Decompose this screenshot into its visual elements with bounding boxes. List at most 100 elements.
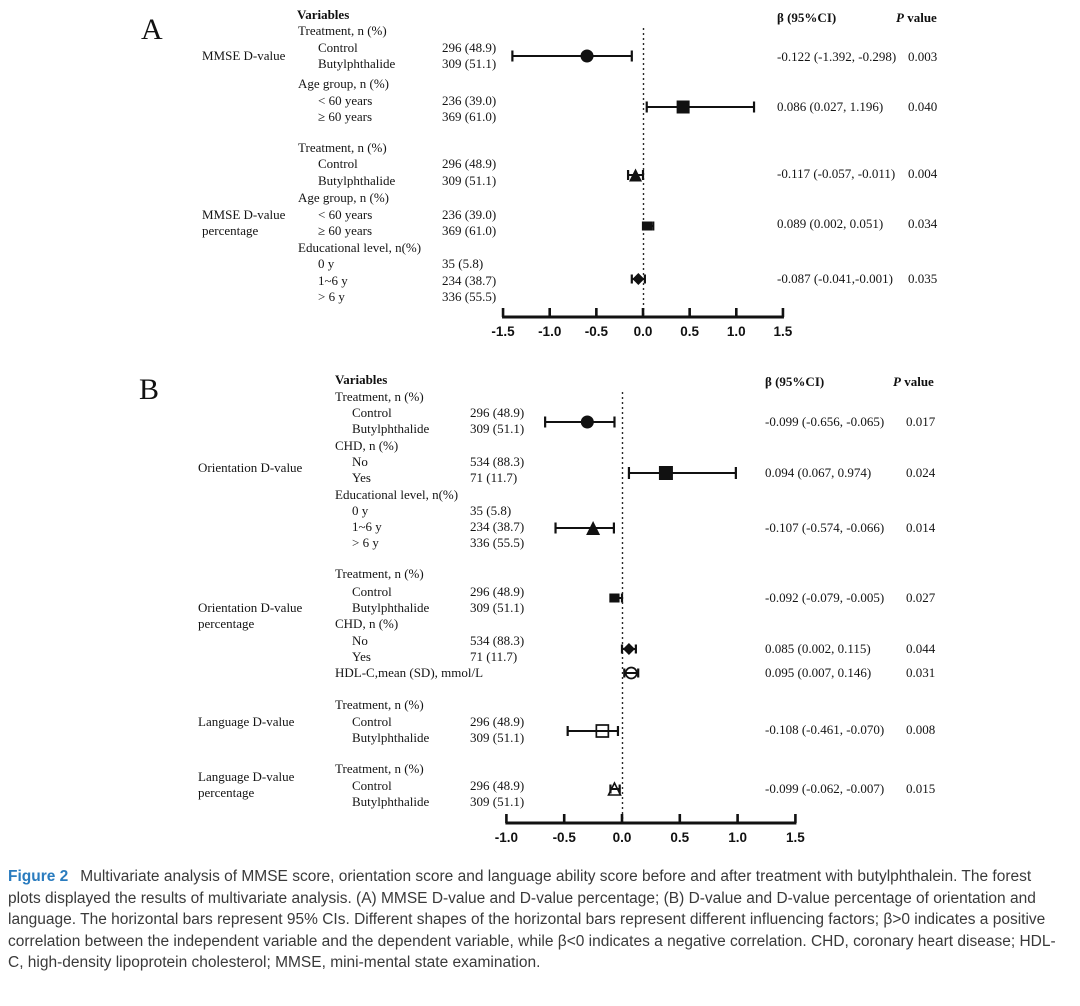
panel-b-p-value: 0.044 bbox=[906, 641, 936, 656]
panel-b-pvalue-header: P value bbox=[893, 374, 934, 390]
panel-b-variable-row: Control bbox=[352, 714, 392, 729]
panel-b-outcome-label: Language D-value bbox=[198, 714, 295, 729]
panel-a-axis-tick-label: -1.0 bbox=[538, 324, 561, 339]
panel-b-variable-row: Treatment, n (%) bbox=[335, 697, 424, 712]
panel-b-variables-header: Variables bbox=[335, 372, 388, 387]
panel-b-variable-row: Educational level, n(%) bbox=[335, 487, 459, 502]
figure-caption: Figure 2 Multivariate analysis of MMSE sc… bbox=[8, 866, 1068, 974]
panel-a-variable-row: Butylphthalide bbox=[318, 173, 396, 188]
panel-b-marker-filled-square bbox=[658, 466, 673, 480]
panel-b-p-value: 0.027 bbox=[906, 590, 936, 605]
panel-b-variable-row: Yes bbox=[352, 649, 371, 664]
panel-b-beta-value: 0.085 (0.002, 0.115) bbox=[765, 641, 871, 656]
panel-a-p-rest: value bbox=[903, 10, 937, 25]
panel-a-marker-filled-square bbox=[643, 221, 653, 231]
panel-b-outcome-label: Orientation D-value bbox=[198, 600, 303, 615]
panel-a-axis-tick-label: -0.5 bbox=[585, 324, 609, 339]
panel-a-variable-row: 1~6 y bbox=[318, 273, 348, 288]
panel-a-outcome-label: MMSE D-value bbox=[202, 207, 286, 222]
panel-a-variable-row: Treatment, n (%) bbox=[298, 140, 387, 155]
panel-a-count-value: 296 (48.9) bbox=[442, 40, 497, 55]
panel-b-count-value: 296 (48.9) bbox=[470, 405, 525, 420]
forest-plot-canvas: -1.5 -1.0 -0.5 0.0 0.5 1.0 1.5 -1.0 -0.5 0.0 0.5 1.… bbox=[491, 28, 805, 845]
panel-a-variable-row: Treatment, n (%) bbox=[298, 23, 387, 38]
panel-b-variable-row: Treatment, n (%) bbox=[335, 761, 424, 776]
panel-b-outcome-label: Language D-value bbox=[198, 769, 295, 784]
panel-a-variable-row: 0 y bbox=[318, 256, 335, 271]
panel-a-p-value: 0.003 bbox=[908, 49, 938, 64]
panel-b-variable-row: No bbox=[352, 454, 368, 469]
panel-b-axis-tick-label: -1.0 bbox=[495, 830, 518, 845]
panel-b-count-value: 309 (51.1) bbox=[470, 600, 525, 615]
panel-b-variable-row: Butylphthalide bbox=[352, 421, 430, 436]
panel-b-outcome-label: Orientation D-value bbox=[198, 460, 303, 475]
panel-b-count-value: 309 (51.1) bbox=[470, 730, 525, 745]
panel-a-count-value: 369 (61.0) bbox=[442, 109, 497, 124]
panel-a-variable-row: ≥ 60 years bbox=[318, 223, 373, 238]
panel-a-beta-header: β (95%CI) bbox=[777, 10, 837, 25]
panel-b-p-value: 0.015 bbox=[906, 781, 936, 796]
panel-a-count-value: 369 (61.0) bbox=[442, 223, 497, 238]
panel-b-variable-row: Treatment, n (%) bbox=[335, 389, 424, 404]
panel-b-count-value: 534 (88.3) bbox=[470, 633, 525, 648]
panel-b-beta-value: 0.094 (0.067, 0.974) bbox=[765, 465, 872, 480]
panel-a-outcome-label: percentage bbox=[202, 223, 259, 238]
panel-b-count-value: 534 (88.3) bbox=[470, 454, 525, 469]
panel-a-variable-row: Age group, n (%) bbox=[298, 76, 389, 91]
panel-a-variable-row: < 60 years bbox=[318, 207, 373, 222]
panel-a-marker-filled-diamond bbox=[632, 273, 645, 285]
panel-b-marker-filled-triangle bbox=[586, 521, 601, 535]
panel-a-p-value: 0.040 bbox=[908, 99, 938, 114]
panel-a-axis-tick-label: 1.5 bbox=[774, 324, 793, 339]
panel-a-variable-row: Educational level, n(%) bbox=[298, 240, 422, 255]
panel-a-variable-row: Control bbox=[318, 40, 358, 55]
panel-a-count-value: 35 (5.8) bbox=[442, 256, 484, 271]
panel-a-count-value: 236 (39.0) bbox=[442, 93, 497, 108]
panel-b-label: B bbox=[139, 373, 160, 406]
panel-a-outcome-label: MMSE D-value bbox=[202, 48, 286, 63]
panel-b-axis-tick-label: 1.0 bbox=[728, 830, 747, 845]
panel-b-marker-open-triangle bbox=[607, 781, 622, 796]
panel-b-p-value: 0.024 bbox=[906, 465, 936, 480]
panel-b-outcome-label: percentage bbox=[198, 616, 255, 631]
panel-b-beta-value: 0.095 (0.007, 0.146) bbox=[765, 665, 872, 680]
panel-b-beta-value: -0.107 (-0.574, -0.066) bbox=[765, 520, 885, 535]
panel-b-count-value: 71 (11.7) bbox=[470, 470, 518, 485]
panel-b-variable-row: > 6 y bbox=[352, 535, 379, 550]
panel-a-p-value: 0.004 bbox=[908, 166, 938, 181]
panel-b-variable-row: CHD, n (%) bbox=[335, 616, 399, 631]
panel-b-p-rest: value bbox=[900, 374, 934, 389]
panel-a-marker-filled-triangle bbox=[629, 168, 643, 182]
panel-a-count-value: 234 (38.7) bbox=[442, 273, 497, 288]
panel-b-beta-header: β (95%CI) bbox=[765, 374, 825, 389]
panel-b-axis-tick-label: 0.0 bbox=[613, 830, 632, 845]
panel-b-variable-row: Control bbox=[352, 584, 392, 599]
panel-a-variable-row: Age group, n (%) bbox=[298, 190, 389, 205]
panel-b-variable-row: CHD, n (%) bbox=[335, 438, 399, 453]
panel-b-count-value: 309 (51.1) bbox=[470, 421, 525, 436]
panel-a-variable-row: ≥ 60 years bbox=[318, 109, 373, 124]
panel-b-p-value: 0.031 bbox=[906, 665, 936, 680]
panel-a-variable-row: > 6 y bbox=[318, 289, 345, 304]
panel-a-beta-value: -0.087 (-0.041,-0.001) bbox=[777, 271, 893, 286]
panel-a-p-value: 0.035 bbox=[908, 271, 938, 286]
figure-caption-label: Figure 2 bbox=[8, 868, 69, 885]
panel-b-count-value: 336 (55.5) bbox=[470, 535, 525, 550]
panel-a-beta-value: -0.122 (-1.392, -0.298) bbox=[777, 49, 897, 64]
panel-b-count-value: 35 (5.8) bbox=[470, 503, 512, 518]
panel-a-axis-tick-label: 0.5 bbox=[680, 324, 699, 339]
panel-a-beta-value: 0.086 (0.027, 1.196) bbox=[777, 99, 884, 114]
panel-b-beta-value: -0.099 (-0.656, -0.065) bbox=[765, 414, 885, 429]
panel-b-variable-row: No bbox=[352, 633, 368, 648]
panel-a-axis-tick-label: 1.0 bbox=[727, 324, 746, 339]
panel-b-axis-tick-label: 1.5 bbox=[786, 830, 805, 845]
panel-b-beta-value: -0.099 (-0.062, -0.007) bbox=[765, 781, 885, 796]
panel-a-axis-tick-label: -1.5 bbox=[491, 324, 515, 339]
panel-a-count-value: 336 (55.5) bbox=[442, 289, 497, 304]
panel-b-marker-open-circle bbox=[624, 666, 638, 680]
panel-a-p-value: 0.034 bbox=[908, 216, 938, 231]
panel-a-p-italic: P bbox=[896, 10, 904, 25]
panel-b-outcome-label: percentage bbox=[198, 785, 255, 800]
panel-a-variable-row: Butylphthalide bbox=[318, 56, 396, 71]
